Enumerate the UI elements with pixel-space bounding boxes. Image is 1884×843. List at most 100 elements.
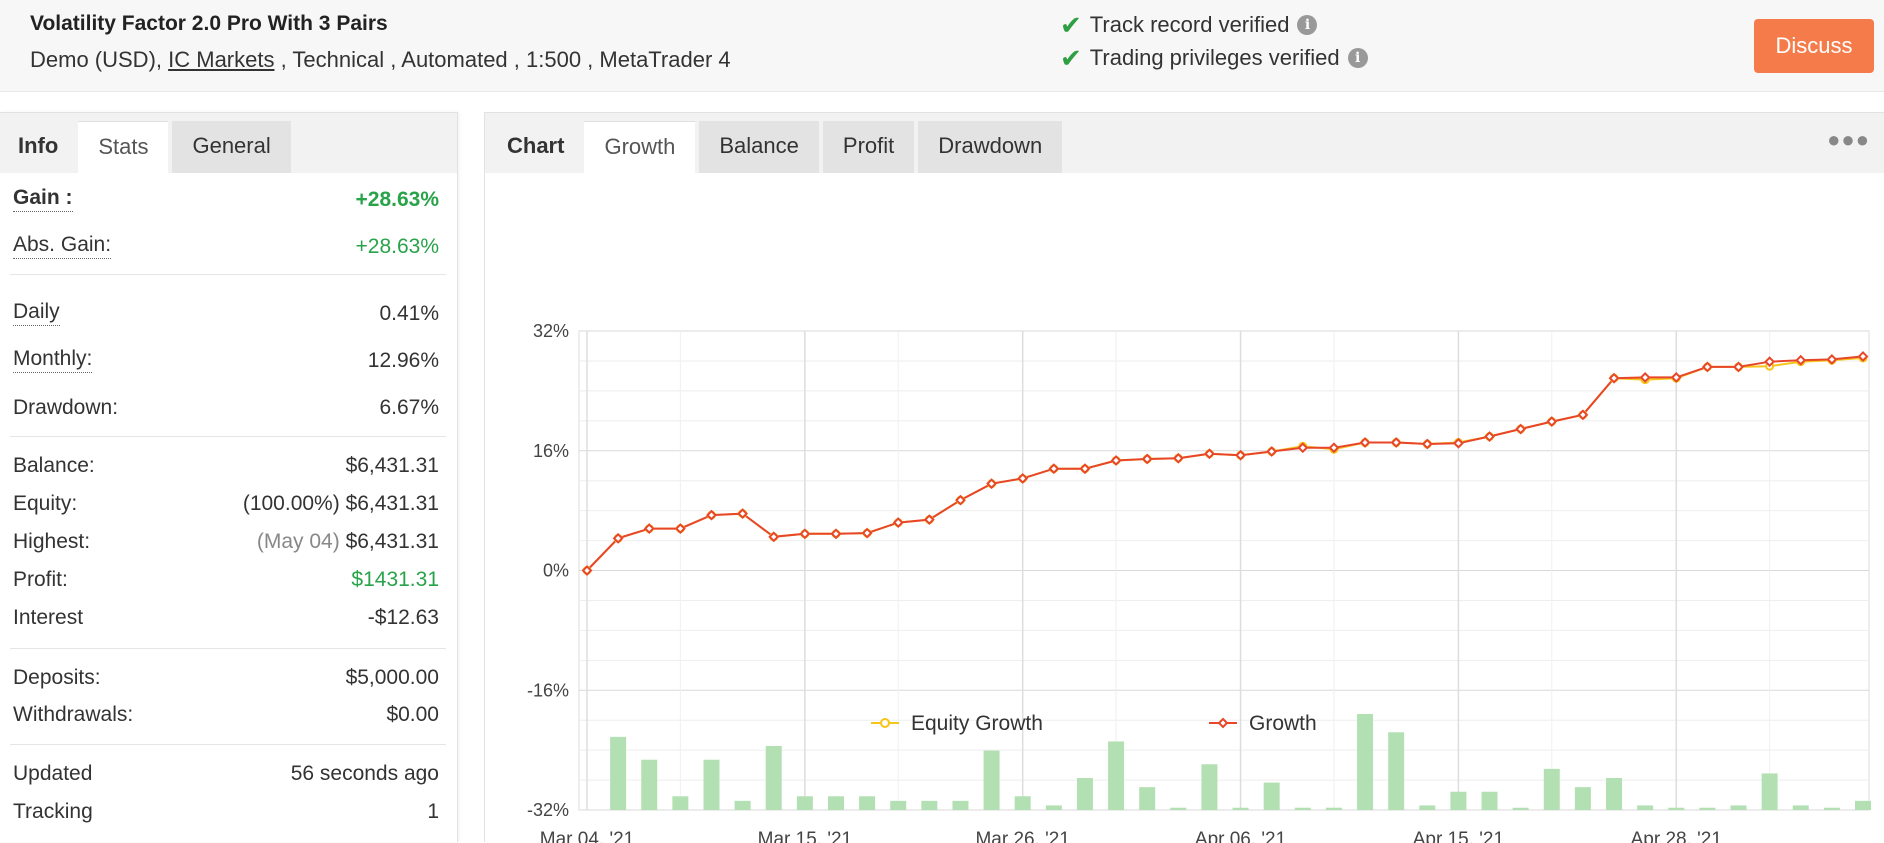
- tab-growth[interactable]: Growth: [584, 121, 696, 173]
- account-type: Demo (USD),: [30, 47, 169, 72]
- stat-label[interactable]: Abs. Gain:: [13, 232, 112, 259]
- growth-point: [1204, 448, 1215, 460]
- volume-bar: [672, 796, 689, 810]
- stat-value: $0.00: [386, 703, 439, 726]
- growth-point: [923, 514, 935, 526]
- chart-legend: Equity Growth Growth: [871, 712, 1317, 735]
- volume-bar: [1450, 791, 1467, 810]
- stat-value: 56 seconds ago: [290, 762, 439, 785]
- y-axis-ticks: 32% 16% 0% -16% -32%: [527, 321, 569, 820]
- growth-point: [1733, 361, 1744, 373]
- x-tick-label: Apr 15, '21: [1413, 829, 1504, 843]
- tab-profit[interactable]: Profit: [822, 121, 915, 173]
- stat-label: Deposits:: [13, 666, 101, 689]
- volume-bar: [1792, 805, 1809, 810]
- legend-growth-label: Growth: [1249, 712, 1317, 735]
- stat-label[interactable]: Daily: [13, 299, 60, 326]
- volume-bar: [1232, 807, 1249, 810]
- divider: [10, 436, 446, 437]
- stat-value: 12.96%: [367, 349, 439, 372]
- growth-point: [1764, 356, 1776, 368]
- stat-value: $1431.31: [351, 568, 439, 591]
- system-details: , Technical , Automated , 1:500 , MetaTr…: [274, 47, 731, 72]
- volume-bar: [1730, 805, 1747, 810]
- volume-bar: [859, 796, 876, 810]
- volume-bar: [1823, 807, 1840, 810]
- stat-value: 6.67%: [379, 396, 439, 419]
- growth-point: [1359, 437, 1371, 448]
- stat-daily: Daily 0.41%: [13, 299, 439, 329]
- stat-abs-gain: Abs. Gain: +28.63%: [13, 232, 439, 262]
- divider: [10, 744, 446, 745]
- stat-tracking: Tracking 1: [13, 797, 439, 827]
- volume-bar: [1761, 773, 1778, 810]
- volume-bar: [1014, 796, 1031, 810]
- info-icon[interactable]: i: [1347, 48, 1368, 68]
- volume-bar: [1419, 805, 1436, 810]
- y-tick-label: 0%: [543, 561, 569, 581]
- discuss-button[interactable]: Discuss: [1754, 19, 1874, 73]
- growth-point: [1079, 463, 1091, 475]
- volume-bar: [641, 759, 658, 810]
- track-record-label: Track record verified: [1089, 12, 1290, 37]
- volume-bar: [827, 796, 844, 810]
- growth-point: [1390, 437, 1402, 448]
- stat-profit: Profit: $1431.31: [13, 565, 439, 595]
- highest-date: (May 04): [256, 530, 340, 553]
- volume-bar: [1606, 778, 1623, 810]
- tab-general[interactable]: General: [172, 121, 291, 173]
- growth-point: [1639, 371, 1651, 383]
- volume-bar: [983, 750, 1000, 810]
- stat-balance: Balance: $6,431.31: [13, 451, 439, 481]
- stat-label: Profit:: [13, 568, 68, 591]
- volume-bar: [734, 800, 751, 810]
- y-tick-label: -32%: [527, 800, 569, 820]
- volume-bar: [1637, 805, 1654, 810]
- growth-point: [581, 565, 593, 576]
- growth-point: [706, 509, 717, 521]
- info-icon[interactable]: i: [1297, 15, 1318, 35]
- divider: [10, 274, 446, 275]
- legend-equity-marker: [880, 718, 890, 728]
- stat-label[interactable]: Monthly:: [13, 346, 93, 373]
- volume-bar: [1668, 807, 1685, 810]
- stat-equity: Equity: (100.00%) $6,431.31: [13, 489, 439, 519]
- volume-bar: [1574, 787, 1591, 810]
- more-dots-icon[interactable]: ●●●: [1827, 127, 1870, 152]
- volume-bar: [1170, 807, 1187, 810]
- volume-bar: [1325, 807, 1342, 810]
- tab-drawdown[interactable]: Drawdown: [918, 121, 1063, 173]
- tab-balance[interactable]: Balance: [699, 121, 819, 173]
- growth-point: [1484, 431, 1495, 442]
- y-tick-label: -16%: [527, 680, 569, 700]
- growth-point: [1421, 438, 1433, 450]
- stat-label: Tracking: [13, 800, 93, 823]
- tab-info: Info: [18, 133, 59, 158]
- stat-gain: Gain : +28.63%: [13, 185, 439, 215]
- y-tick-label: 16%: [533, 441, 569, 461]
- stat-drawdown: Drawdown: 6.67%: [13, 393, 439, 423]
- growth-point: [1608, 372, 1620, 384]
- y-tick-label: 32%: [533, 321, 569, 341]
- stats-panel: Info Stats General Gain : +28.63% Abs. G…: [0, 112, 458, 842]
- tab-stats[interactable]: Stats: [78, 121, 169, 173]
- volume-bar: [890, 800, 907, 810]
- trading-privileges-label: Trading privileges verified: [1089, 45, 1340, 70]
- volume-bar: [1263, 782, 1280, 810]
- growth-point: [1141, 453, 1153, 465]
- volume-bar: [1139, 787, 1156, 810]
- growth-point: [1515, 423, 1527, 435]
- growth-point: [1826, 354, 1838, 365]
- growth-point: [1297, 442, 1309, 454]
- equity-percent: (100.00%): [242, 492, 340, 515]
- stat-label[interactable]: Gain :: [13, 185, 73, 212]
- volume-bar: [1108, 741, 1125, 810]
- x-tick-label: Apr 28, '21: [1631, 829, 1722, 843]
- system-title: Volatility Factor 2.0 Pro With 3 Pairs: [30, 12, 388, 35]
- broker-link[interactable]: IC Markets: [168, 47, 275, 72]
- growth-point: [799, 528, 811, 540]
- x-tick-label: Mar 26, '21: [975, 829, 1069, 843]
- growth-point: [1670, 371, 1682, 383]
- growth-points: [581, 351, 1869, 576]
- tab-chart: Chart: [507, 133, 565, 158]
